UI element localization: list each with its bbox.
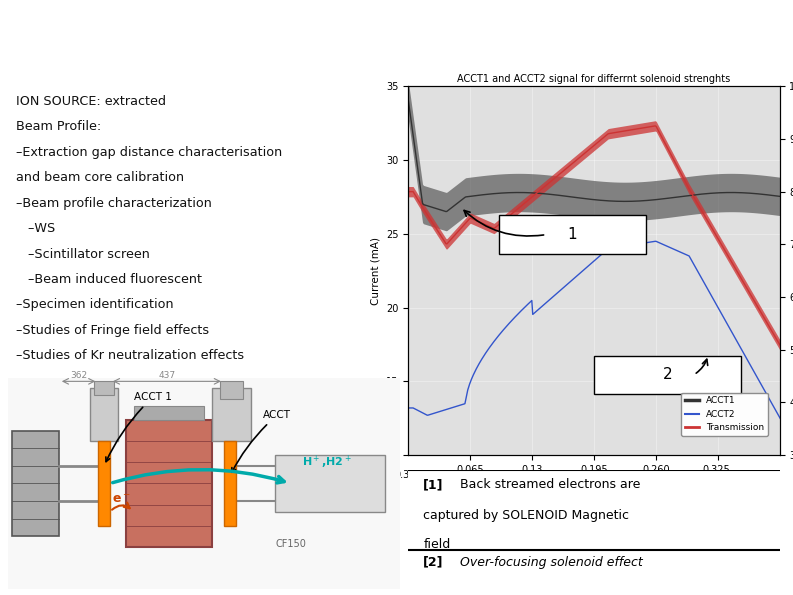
Text: H$^+$,H2$^+$: H$^+$,H2$^+$ bbox=[302, 453, 352, 471]
Text: 362: 362 bbox=[70, 371, 87, 380]
Text: [2]: [2] bbox=[423, 556, 444, 569]
Text: –WS: –WS bbox=[16, 222, 55, 235]
Text: –Scintillator screen: –Scintillator screen bbox=[16, 248, 150, 261]
Text: –Beam profile characterization: –Beam profile characterization bbox=[16, 196, 212, 209]
Text: ACCT 1: ACCT 1 bbox=[106, 393, 171, 462]
Bar bbox=[224, 441, 236, 526]
Bar bbox=[12, 431, 59, 536]
FancyArrowPatch shape bbox=[696, 359, 707, 373]
Text: ACCT: ACCT bbox=[232, 410, 291, 472]
FancyArrowPatch shape bbox=[464, 211, 544, 236]
FancyArrowPatch shape bbox=[112, 503, 130, 510]
Text: ION SOURCE: extracted: ION SOURCE: extracted bbox=[16, 95, 166, 108]
X-axis label: Solenoid (T): Solenoid (T) bbox=[563, 480, 625, 490]
Text: Back streamed electrons are: Back streamed electrons are bbox=[461, 478, 641, 491]
Bar bbox=[90, 389, 118, 441]
Text: Over-focusing solenoid effect: Over-focusing solenoid effect bbox=[461, 556, 643, 569]
Legend: ACCT1, ACCT2, Transmission: ACCT1, ACCT2, Transmission bbox=[681, 393, 768, 436]
Bar bbox=[220, 381, 243, 399]
Text: –Beam induced fluorescent: –Beam induced fluorescent bbox=[16, 273, 201, 286]
Text: 437: 437 bbox=[159, 371, 175, 380]
Title: ACCT1 and ACCT2 signal for differrnt solenoid strenghts: ACCT1 and ACCT2 signal for differrnt sol… bbox=[458, 74, 730, 84]
Text: [1]: [1] bbox=[423, 478, 444, 491]
FancyBboxPatch shape bbox=[404, 470, 783, 550]
Y-axis label: Current (mA): Current (mA) bbox=[370, 237, 381, 305]
FancyArrowPatch shape bbox=[113, 469, 284, 483]
Bar bbox=[275, 455, 385, 512]
Text: captured by SOLENOID Magnetic: captured by SOLENOID Magnetic bbox=[423, 509, 629, 522]
Text: STAGE 1 Commissioning: STAGE 1 Commissioning bbox=[114, 23, 679, 65]
Bar bbox=[133, 406, 205, 420]
Text: 1: 1 bbox=[568, 227, 577, 242]
Text: Beam Profile:: Beam Profile: bbox=[16, 120, 101, 133]
Text: 0.390: 0.390 bbox=[395, 470, 422, 480]
FancyBboxPatch shape bbox=[499, 215, 646, 253]
Text: e$^-$: e$^-$ bbox=[113, 493, 131, 506]
Bar bbox=[98, 441, 110, 526]
Text: and beam core calibration: and beam core calibration bbox=[16, 171, 184, 184]
Bar bbox=[94, 381, 114, 396]
Text: field: field bbox=[423, 538, 450, 551]
Text: –Extraction gap distance characterisation: –Extraction gap distance characterisatio… bbox=[16, 146, 282, 159]
Bar bbox=[126, 420, 212, 547]
Text: –Studies of Kr neutralization effects: –Studies of Kr neutralization effects bbox=[16, 349, 244, 362]
Text: 2: 2 bbox=[663, 367, 672, 382]
Bar bbox=[212, 389, 251, 441]
Text: –Specimen identification: –Specimen identification bbox=[16, 299, 174, 311]
Text: CF150: CF150 bbox=[275, 539, 306, 549]
Text: –Studies of Fringe field effects: –Studies of Fringe field effects bbox=[16, 324, 209, 337]
FancyBboxPatch shape bbox=[594, 356, 741, 394]
